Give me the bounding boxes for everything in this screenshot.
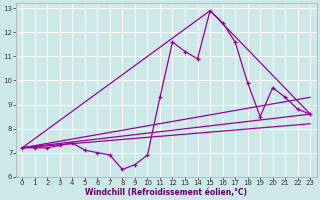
X-axis label: Windchill (Refroidissement éolien,°C): Windchill (Refroidissement éolien,°C) <box>85 188 247 197</box>
